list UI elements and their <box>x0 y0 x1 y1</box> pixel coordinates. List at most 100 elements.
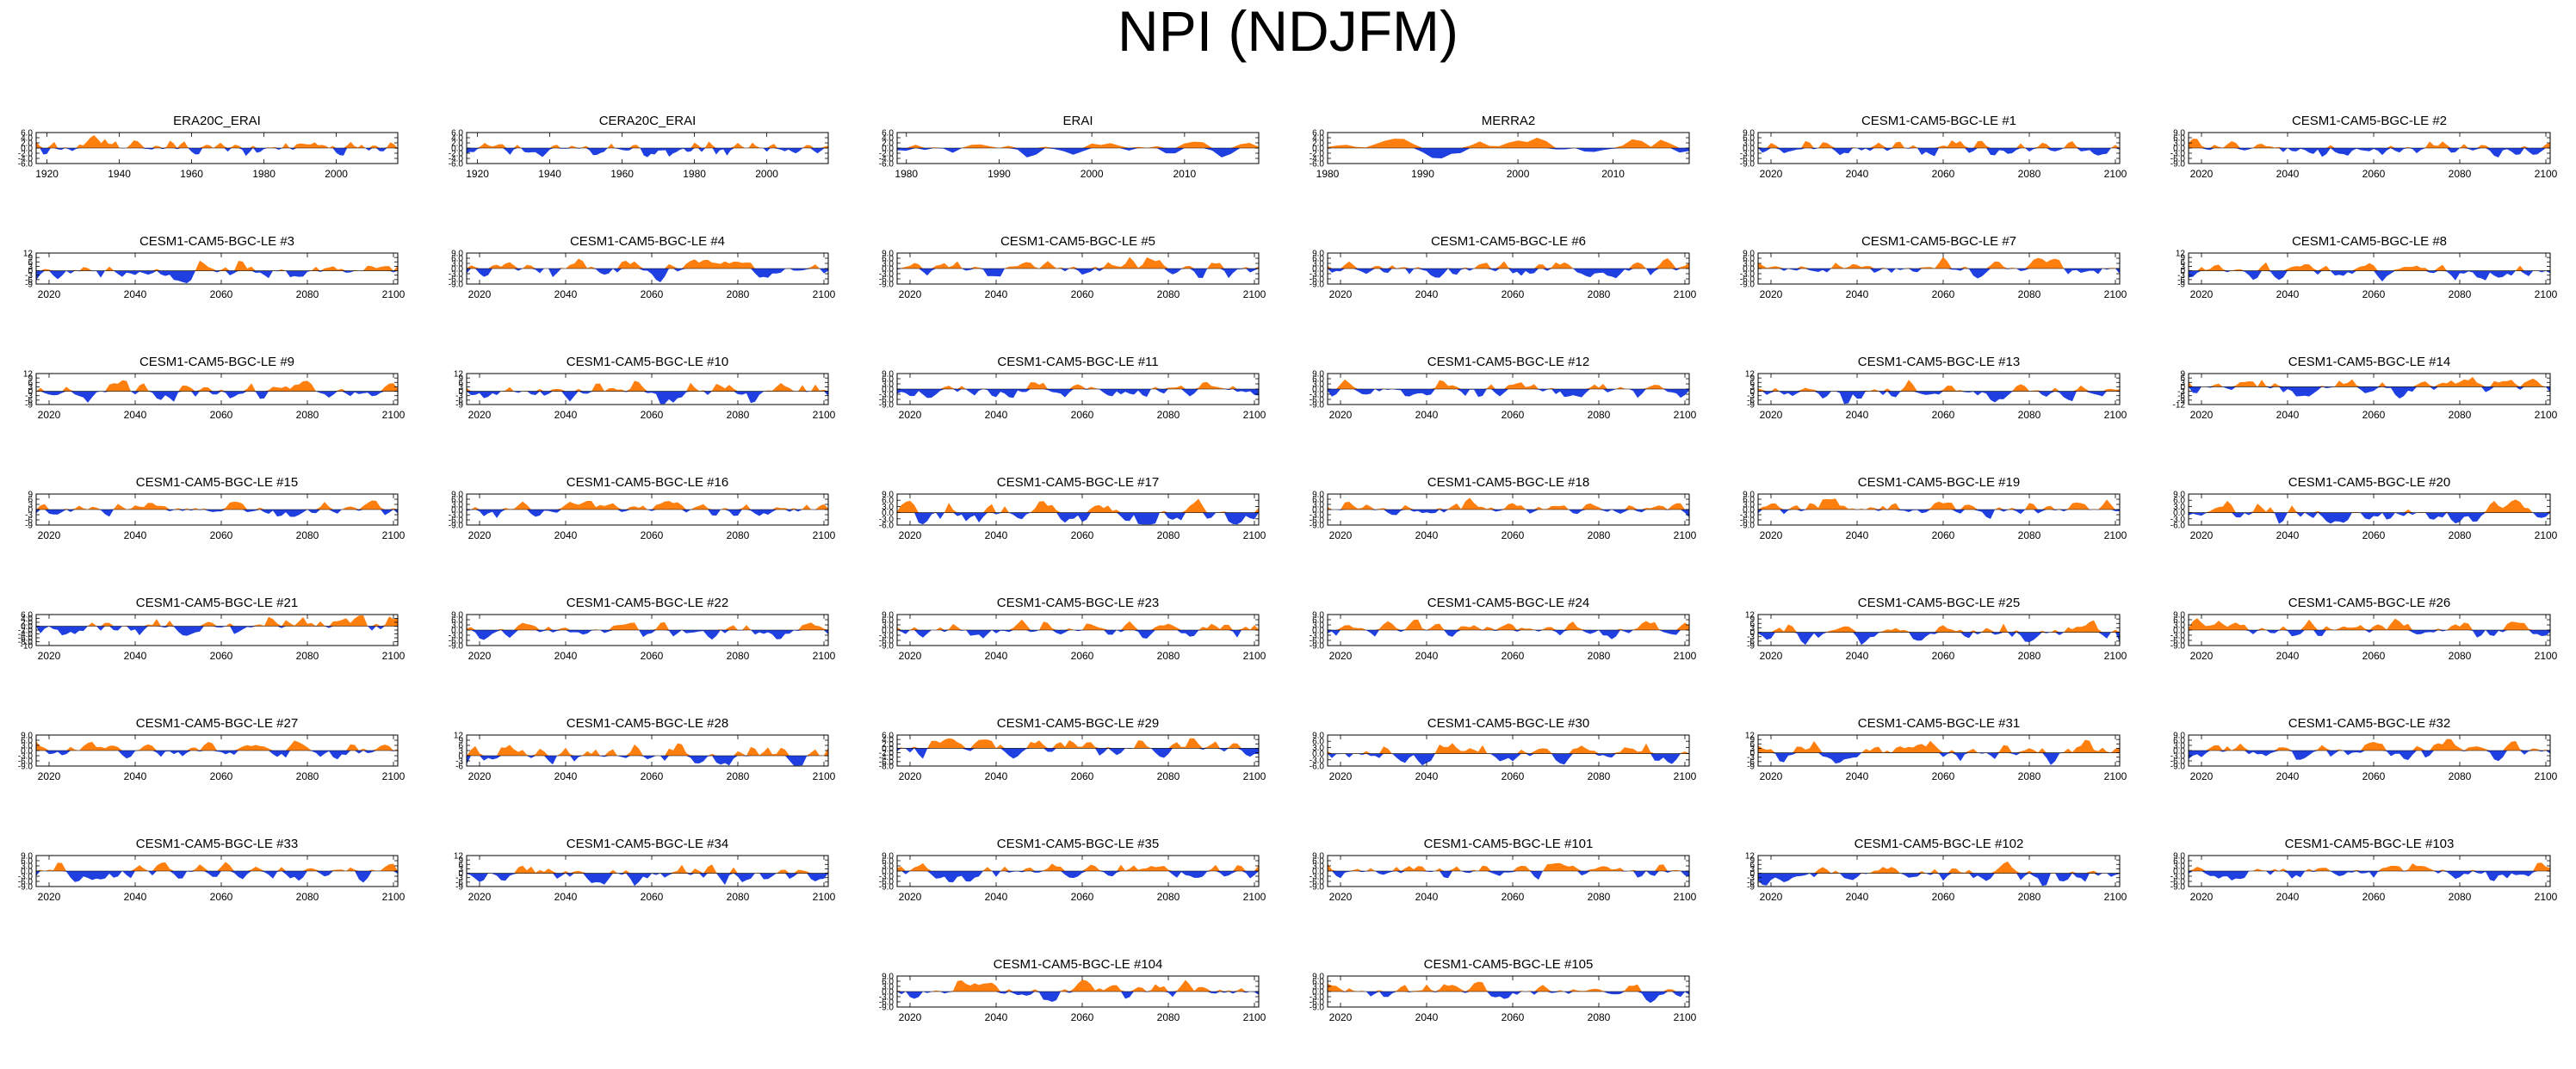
panel-title: ERAI <box>1062 114 1093 128</box>
x-tick-label: 2040 <box>124 770 147 782</box>
positive-area <box>36 740 398 751</box>
chart-panel: CESM1-CAM5-BGC-LE #21 -10-8.0-6.0-4.0-2.0… <box>18 596 406 662</box>
chart-panel: CESM1-CAM5-BGC-LE #20 -6.0-3.00.03.06.09.… <box>2170 475 2558 541</box>
positive-area <box>2189 139 2550 148</box>
x-tick-label: 2010 <box>1601 168 1625 180</box>
y-tick-label: 3 <box>28 263 33 272</box>
y-tick-label: -6 <box>1747 878 1755 887</box>
y-tick-label: -3.0 <box>1740 511 1756 521</box>
y-tick-label: -4.0 <box>18 630 34 640</box>
x-tick-label: 2040 <box>124 409 147 421</box>
y-tick-label: 9.0 <box>2173 611 2185 621</box>
panel-title: CESM1-CAM5-BGC-LE #30 <box>1427 716 1589 731</box>
y-tick-label: 4.0 <box>1312 134 1324 144</box>
x-tick-label: 2040 <box>1846 650 1869 662</box>
y-tick-label: 6.0 <box>2173 857 2185 867</box>
y-tick-label: 0.0 <box>451 265 463 275</box>
negative-area <box>2189 148 2550 158</box>
y-tick-label: 2.0 <box>21 139 33 149</box>
x-tick-label: 2080 <box>1157 1011 1180 1023</box>
y-tick-label: 0.0 <box>1312 750 1324 759</box>
negative-area <box>467 391 828 405</box>
x-tick-label: 2060 <box>2362 168 2386 180</box>
x-tick-label: 2060 <box>641 891 664 903</box>
y-tick-label: 6 <box>1749 740 1755 750</box>
y-tick-label: 4.0 <box>451 134 463 144</box>
x-tick-label: 2040 <box>124 529 147 541</box>
panel-title: CESM1-CAM5-BGC-LE #28 <box>567 716 728 731</box>
y-tick-label: 0.0 <box>1312 506 1324 516</box>
x-tick-label: 2020 <box>899 1011 922 1023</box>
negative-area <box>1758 148 2120 157</box>
negative-area <box>897 389 1259 399</box>
y-tick-label: -4.0 <box>449 155 464 164</box>
y-tick-label: 3.0 <box>21 742 33 751</box>
y-tick-label: 3.0 <box>21 862 33 872</box>
y-tick-label: 3.0 <box>1312 744 1324 753</box>
y-tick-label: 9.0 <box>2173 129 2185 139</box>
y-tick-label: 12 <box>23 250 34 259</box>
chart-panel: CESM1-CAM5-BGC-LE #33 -9.0-6.0-3.00.03.06… <box>18 837 406 903</box>
y-tick-label: -6 <box>455 878 463 887</box>
negative-area <box>1328 630 1689 640</box>
x-tick-label: 2020 <box>1760 650 1783 662</box>
positive-area <box>36 500 398 510</box>
y-tick-label: -3.0 <box>18 873 34 882</box>
x-tick-label: 2100 <box>2535 770 2558 782</box>
y-tick-label: -6.0 <box>18 634 34 644</box>
x-tick-label: 2100 <box>1674 770 1697 782</box>
y-tick-label: 0 <box>1749 749 1755 758</box>
plot-frame <box>2188 373 2551 405</box>
panel-title: CESM1-CAM5-BGC-LE #105 <box>1424 957 1594 972</box>
y-tick-label: 3.0 <box>882 260 894 269</box>
x-tick-label: 2060 <box>1071 891 1094 903</box>
x-tick-label: 2100 <box>1243 1011 1266 1023</box>
chart-panel: MERRA2 -6.0-4.0-2.00.02.04.06.0 1980 1990 20… <box>1310 114 1690 180</box>
y-tick-label: 9 <box>458 856 463 866</box>
y-tick-label: 3.0 <box>1312 260 1324 269</box>
y-tick-label: -6.0 <box>1310 516 1325 526</box>
y-tick-label: -8.0 <box>18 638 34 647</box>
y-tick-label: 9.0 <box>882 973 894 982</box>
y-tick-label: -9 <box>25 522 33 531</box>
x-tick-label: 2020 <box>1760 409 1783 421</box>
x-tick-label: 2040 <box>1415 529 1439 541</box>
positive-area <box>467 743 828 756</box>
x-tick-label: 2100 <box>2535 409 2558 421</box>
y-tick-label: -3.0 <box>879 515 895 524</box>
x-tick-label: 2060 <box>1932 409 1955 421</box>
y-tick-label: -9.0 <box>1740 522 1756 531</box>
y-tick-label: -6.0 <box>879 160 895 170</box>
x-tick-label: 2080 <box>727 529 750 541</box>
y-tick-label: 3.0 <box>1312 380 1324 390</box>
y-tick-label: 0.0 <box>2173 509 2185 518</box>
y-tick-label: -6.0 <box>879 637 895 646</box>
y-tick-label: -3 <box>25 392 33 401</box>
y-tick-label: -3.0 <box>879 993 895 1003</box>
x-tick-label: 1920 <box>466 168 489 180</box>
y-tick-label: 3.0 <box>2173 621 2185 631</box>
y-tick-label: -9 <box>25 281 33 290</box>
x-tick-label: 2080 <box>1157 650 1180 662</box>
y-tick-label: 9.0 <box>1312 732 1324 741</box>
y-tick-label: -9 <box>455 883 463 893</box>
x-tick-label: 2060 <box>1932 529 1955 541</box>
y-tick-label: -6.0 <box>1310 998 1325 1008</box>
x-tick-label: 2020 <box>899 770 922 782</box>
y-tick-label: 4.0 <box>882 736 894 745</box>
y-tick-label: 6.0 <box>2173 497 2185 506</box>
x-tick-label: 2060 <box>210 409 233 421</box>
y-tick-label: 6.0 <box>1743 496 1755 505</box>
x-tick-label: 2100 <box>382 288 406 300</box>
y-tick-label: 3.0 <box>1312 501 1324 510</box>
chart-panel: CESM1-CAM5-BGC-LE #5 -9.0-6.0-3.00.03.06.… <box>879 234 1266 300</box>
x-tick-label: 2080 <box>2449 650 2472 662</box>
x-tick-label: 2100 <box>1243 650 1266 662</box>
y-tick-label: -3.0 <box>449 270 464 280</box>
y-tick-label: 3 <box>1749 383 1755 392</box>
negative-area <box>1328 510 1689 518</box>
x-tick-label: 2080 <box>1157 770 1180 782</box>
y-tick-label: 4.0 <box>21 615 33 624</box>
y-tick-label: -3.0 <box>1310 873 1325 882</box>
